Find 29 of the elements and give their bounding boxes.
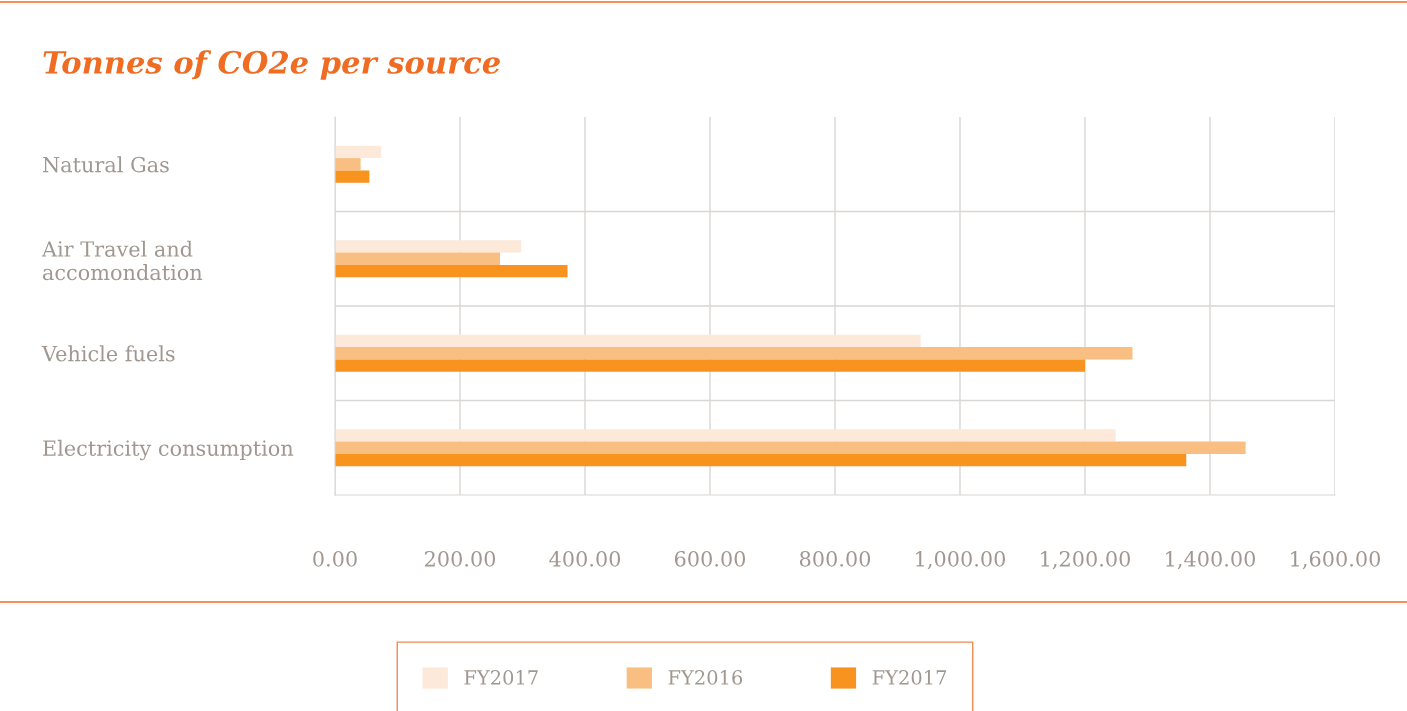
bar	[335, 453, 1187, 467]
x-tick-label: 0.00	[313, 550, 357, 567]
chart-title: Tonnes of CO2e per source	[43, 50, 500, 80]
bar	[335, 158, 361, 171]
bar	[335, 359, 1085, 372]
x-tick-label: 1,600.00	[1291, 550, 1380, 570]
bar	[335, 347, 1133, 360]
x-tick-label: 600.00	[674, 550, 746, 567]
bar	[335, 429, 1116, 442]
x-tick-label: 1,200.00	[1041, 550, 1130, 570]
bar	[335, 170, 370, 183]
bar	[335, 441, 1246, 454]
bar	[335, 264, 568, 278]
y-tick-label: Natural Gas	[42, 156, 169, 173]
x-tick-label: 200.00	[424, 550, 496, 567]
y-tick-label: Vehicle fuels	[41, 345, 175, 362]
legend-label: FY2017	[464, 670, 538, 685]
legend-label: FY2017	[872, 670, 947, 685]
y-tick-label: Air Travel and accomondation	[41, 240, 203, 281]
x-tick-label: 400.00	[549, 550, 621, 567]
y-tick-label: Electricity consumption	[43, 439, 294, 461]
bar	[335, 240, 522, 253]
bar	[335, 145, 382, 159]
x-tick-label: 1,400.00	[1166, 550, 1255, 570]
legend-label: FY2016	[668, 670, 743, 685]
x-tick-label: 1,000.00	[916, 550, 1005, 570]
bar	[335, 252, 500, 265]
x-tick-label: 800.00	[799, 550, 871, 567]
bar	[335, 334, 921, 348]
